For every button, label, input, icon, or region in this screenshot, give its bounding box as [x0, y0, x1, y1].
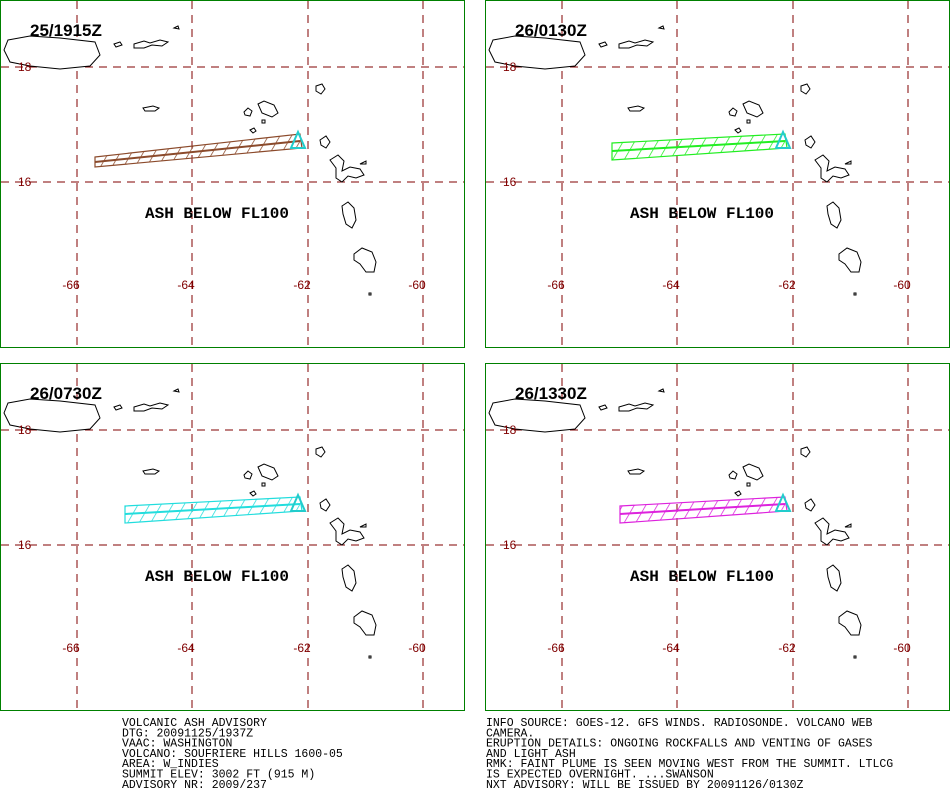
lon-label: -62	[778, 278, 796, 292]
lon-label: -60	[408, 278, 426, 292]
plume-axis	[611, 140, 786, 152]
map-panel: 25/1915Z ASH BELOW FL100 -66 -64 -62 -60 18 16	[0, 0, 465, 348]
ash-level: ASH BELOW FL100	[145, 568, 289, 586]
lon-label: -66	[547, 278, 565, 292]
advisory-line: NXT ADVISORY: WILL BE ISSUED BY 20091126…	[486, 779, 804, 792]
valid-time: 26/0130Z	[515, 21, 587, 40]
map-panel: 26/1330Z ASH BELOW FL100 -66 -64 -62 -60 18 16	[485, 363, 950, 711]
lon-label: -62	[293, 641, 311, 655]
volcano	[774, 129, 792, 149]
lat-label: 18	[503, 60, 517, 74]
map-panel: 26/0130Z ASH BELOW FL100 -66 -64 -62 -60 18 16	[485, 0, 950, 348]
lon-label: -60	[408, 641, 426, 655]
lon-label: -60	[893, 641, 911, 655]
advisory-line: CAMERA.	[486, 727, 534, 740]
advisory-line: RMK: FAINT PLUME IS SEEN MOVING WEST FRO…	[486, 758, 893, 771]
advisory-line: IS EXPECTED OVERNIGHT. ...SWANSON	[486, 769, 714, 782]
lat-label: 18	[503, 423, 517, 437]
plume-axis	[619, 503, 786, 515]
lon-label: -66	[62, 278, 80, 292]
lon-label: -64	[662, 641, 680, 655]
lat-label: 16	[18, 538, 32, 552]
lon-label: -62	[293, 278, 311, 292]
lat-label: 16	[18, 175, 32, 189]
lat-label: 16	[503, 175, 517, 189]
map-panel: 26/0730Z ASH BELOW FL100 -66 -64 -62 -60 18 16	[0, 363, 465, 711]
ash-level: ASH BELOW FL100	[630, 568, 774, 586]
advisory-line: ERUPTION DETAILS: ONGOING ROCKFALLS AND …	[486, 738, 873, 751]
advisory-line: AND LIGHT ASH	[486, 748, 576, 761]
volcano	[774, 492, 792, 512]
lat-label: 18	[18, 423, 32, 437]
advisory-line: VOLCANIC ASH ADVISORY	[122, 717, 267, 730]
advisory-line: AREA: W_INDIES	[122, 758, 219, 771]
advisory-line: ADVISORY NR: 2009/237	[122, 779, 267, 792]
plume-axis	[124, 503, 301, 515]
advisory-line: DTG: 20091125/1937Z	[122, 727, 253, 740]
lat-label: 18	[18, 60, 32, 74]
valid-time: 25/1915Z	[30, 21, 102, 40]
lon-label: -64	[177, 641, 195, 655]
lon-label: -66	[547, 641, 565, 655]
lat-label: 16	[503, 538, 517, 552]
lon-label: -62	[778, 641, 796, 655]
ash-level: ASH BELOW FL100	[630, 205, 774, 223]
volcano	[289, 129, 307, 149]
advisory-line: SUMMIT ELEV: 3002 FT (915 M)	[122, 769, 315, 782]
advisory-line: INFO SOURCE: GOES-12. GFS WINDS. RADIOSO…	[486, 717, 873, 730]
volcano	[289, 492, 307, 512]
lon-label: -60	[893, 278, 911, 292]
valid-time: 26/1330Z	[515, 384, 587, 403]
ash-level: ASH BELOW FL100	[145, 205, 289, 223]
lon-label: -66	[62, 641, 80, 655]
advisory-line: VOLCANO: SOUFRIERE HILLS 1600-05	[122, 748, 343, 761]
valid-time: 26/0730Z	[30, 384, 102, 403]
plume-axis	[94, 140, 301, 163]
lon-label: -64	[662, 278, 680, 292]
advisory-line: VAAC: WASHINGTON	[122, 738, 232, 751]
lon-label: -64	[177, 278, 195, 292]
